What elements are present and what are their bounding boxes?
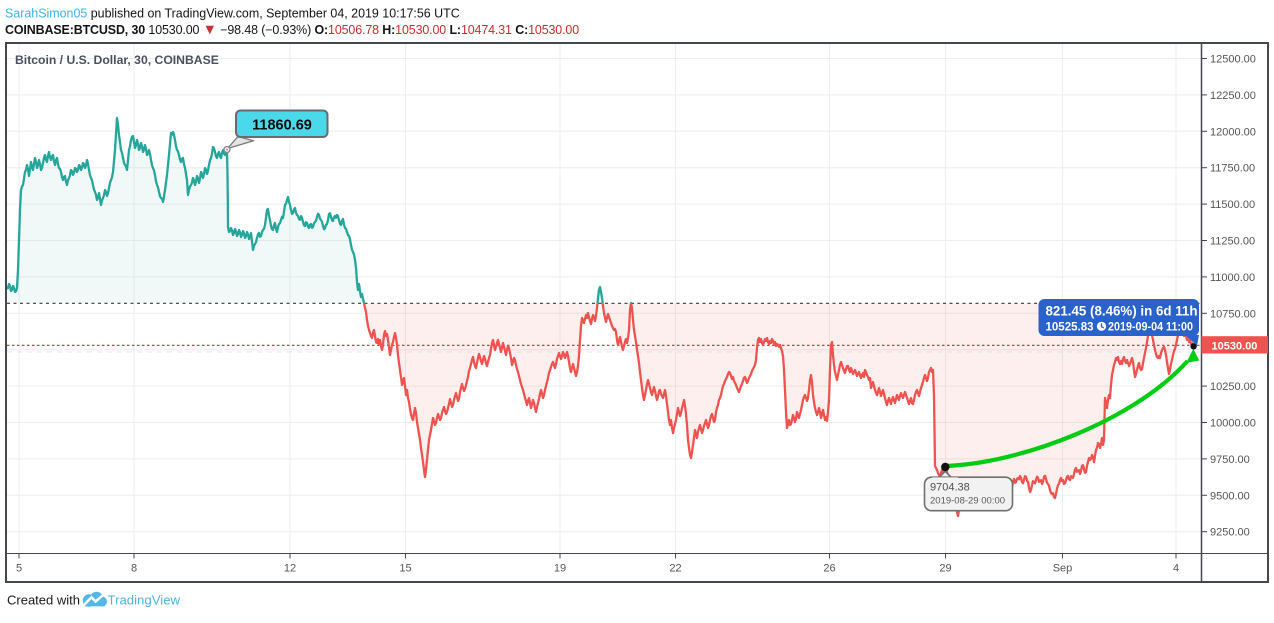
svg-text:12250.00: 12250.00 — [1210, 90, 1256, 102]
svg-text:11500.00: 11500.00 — [1210, 199, 1255, 211]
svg-text:22: 22 — [669, 563, 681, 575]
svg-text:Created with: Created with — [7, 593, 80, 608]
svg-text:11860.69: 11860.69 — [252, 118, 312, 134]
svg-text:19: 19 — [554, 563, 566, 575]
svg-text:10000.00: 10000.00 — [1210, 418, 1256, 430]
svg-text:8: 8 — [131, 563, 137, 575]
svg-text:10525.83: 10525.83 — [1046, 322, 1094, 334]
svg-text:TradingView: TradingView — [108, 593, 181, 608]
svg-text:9750.00: 9750.00 — [1210, 454, 1250, 466]
svg-text:Sep: Sep — [1053, 563, 1073, 575]
svg-text:26: 26 — [823, 563, 835, 575]
svg-text:9704.38: 9704.38 — [930, 482, 970, 494]
svg-text:10250.00: 10250.00 — [1210, 381, 1256, 393]
svg-text:9250.00: 9250.00 — [1210, 527, 1250, 539]
svg-text:2019-09-04 11:00: 2019-09-04 11:00 — [1108, 322, 1193, 334]
svg-text:11000.00: 11000.00 — [1210, 272, 1255, 284]
svg-text:9500.00: 9500.00 — [1210, 490, 1250, 502]
svg-text:4: 4 — [1173, 563, 1179, 575]
svg-text:Bitcoin / U.S. Dollar, 30, COI: Bitcoin / U.S. Dollar, 30, COINBASE — [15, 53, 219, 67]
svg-text:12: 12 — [284, 563, 296, 575]
svg-text:11750.00: 11750.00 — [1210, 163, 1255, 175]
svg-text:2019-08-29 00:00: 2019-08-29 00:00 — [930, 496, 1005, 507]
svg-text:11250.00: 11250.00 — [1210, 236, 1255, 248]
svg-text:5: 5 — [16, 563, 22, 575]
svg-text:12000.00: 12000.00 — [1210, 126, 1256, 138]
svg-text:10530.00: 10530.00 — [1212, 341, 1258, 353]
svg-text:SarahSimon05 published on Trad: SarahSimon05 published on TradingView.co… — [5, 7, 460, 21]
svg-text:10750.00: 10750.00 — [1210, 308, 1256, 320]
svg-text:29: 29 — [939, 563, 951, 575]
svg-text:12500.00: 12500.00 — [1210, 54, 1256, 66]
svg-text:15: 15 — [399, 563, 411, 575]
svg-text:COINBASE:BTCUSD, 30 10530.00 ▼: COINBASE:BTCUSD, 30 10530.00 ▼ −98.48 (−… — [5, 22, 579, 38]
svg-text:821.45 (8.46%) in 6d 11h: 821.45 (8.46%) in 6d 11h — [1046, 303, 1198, 319]
